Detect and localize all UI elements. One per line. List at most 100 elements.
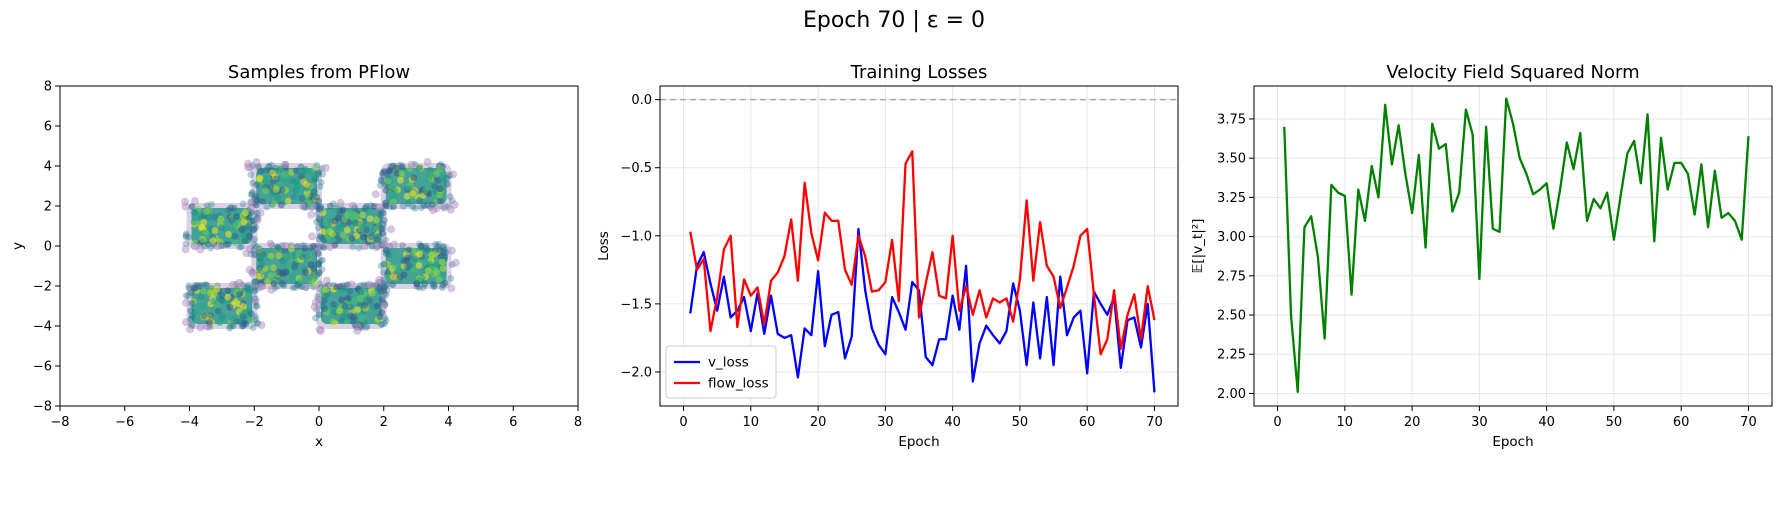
scatter-point	[377, 177, 385, 185]
scatter-point	[389, 281, 397, 288]
scatter-point	[383, 281, 391, 289]
scatter-point	[411, 204, 419, 212]
y-tick-label: 3.00	[1217, 230, 1246, 245]
scatter-point	[224, 293, 232, 301]
scatter-point	[297, 163, 305, 171]
scatter-point	[398, 162, 406, 170]
scatter-point	[432, 240, 439, 248]
scatter-point	[231, 232, 239, 240]
scatter-point	[185, 233, 193, 241]
scatter-point	[422, 244, 430, 252]
scatter-point	[316, 326, 325, 335]
scatter-point	[181, 318, 190, 327]
y-tick-label: 2.00	[1217, 387, 1246, 402]
scatter-point	[238, 243, 245, 251]
scatter-point	[363, 202, 371, 210]
scatter-point	[379, 301, 388, 310]
scatter-point	[188, 300, 196, 307]
scatter-point	[304, 253, 312, 260]
axes-frame	[1253, 85, 1773, 407]
y-tick-label: 3.50	[1217, 152, 1246, 167]
scatter-point	[299, 202, 308, 211]
scatter-point	[357, 282, 365, 289]
scatter-point	[199, 288, 207, 295]
scatter-point	[226, 322, 234, 330]
y-axis-label: 𝔼[|v_t|²]	[1190, 219, 1206, 274]
scatter-point	[389, 198, 397, 206]
scatter-point	[265, 163, 273, 170]
scatter-point	[297, 277, 305, 285]
scatter-point	[377, 176, 385, 184]
scatter-point	[345, 295, 353, 302]
y-tick-label: 2	[44, 200, 52, 215]
y-tick-label: −2.0	[620, 365, 652, 380]
scatter-point	[253, 215, 262, 224]
scatter-point	[409, 189, 417, 197]
scatter-point	[376, 181, 384, 189]
scatter-point	[246, 204, 255, 213]
axes-frame	[59, 85, 579, 407]
scatter-point	[284, 197, 292, 205]
scatter-point	[416, 240, 423, 248]
scatter-point	[380, 286, 388, 294]
scatter-point	[325, 243, 334, 252]
x-tick-label: −4	[180, 415, 199, 430]
scatter-point	[410, 174, 418, 182]
scatter-point	[312, 314, 319, 322]
scatter-point	[187, 307, 195, 315]
scatter-point	[431, 282, 439, 290]
scatter-point	[382, 317, 390, 325]
scatter-point	[380, 168, 388, 175]
scatter-point	[258, 261, 266, 269]
x-tick-label: 0	[1273, 415, 1281, 430]
x-tick-label: 20	[810, 415, 827, 430]
scatter-point	[318, 234, 326, 242]
scatter-point	[256, 208, 265, 217]
scatter-point	[242, 249, 251, 258]
scatter-point	[316, 216, 323, 223]
scatter-point	[259, 197, 266, 205]
scatter-point	[289, 273, 297, 280]
scatter-point	[251, 235, 259, 243]
scatter-point	[357, 294, 365, 302]
scatter-point	[407, 160, 416, 169]
scatter-point	[355, 244, 363, 252]
scatter-point	[314, 250, 322, 257]
scatter-point	[200, 312, 208, 320]
scatter-point	[185, 325, 194, 334]
scatter-point	[398, 169, 406, 177]
scatter-point	[382, 199, 390, 207]
scatter-point	[196, 245, 205, 254]
scatter-point	[317, 203, 325, 211]
scatter-point	[241, 237, 249, 245]
scatter-point	[404, 254, 412, 262]
scatter-point	[210, 297, 217, 305]
scatter-point	[322, 286, 330, 294]
scatter-point	[436, 165, 444, 173]
x-tick-label: 4	[444, 415, 452, 430]
scatter-point	[219, 292, 226, 300]
y-tick-label: 6	[44, 120, 52, 135]
scatter-point	[450, 200, 459, 209]
scatter-point	[359, 211, 366, 219]
y-tick-label: 0	[44, 240, 52, 255]
scatter-point	[248, 190, 256, 198]
scatter-point	[278, 186, 286, 194]
scatter-point	[339, 282, 347, 289]
scatter-point	[270, 280, 278, 287]
scatter-point	[447, 284, 456, 293]
scatter-point	[378, 320, 385, 328]
scatter-point	[340, 231, 347, 239]
scatter-point	[348, 201, 357, 210]
scatter-point	[182, 240, 190, 248]
scatter-point	[281, 241, 290, 250]
scatter-point	[330, 300, 338, 308]
scatter-point	[182, 230, 190, 238]
y-tick-label: 3.25	[1217, 191, 1246, 206]
x-tick-label: 0	[315, 415, 323, 430]
scatter-point	[446, 193, 454, 200]
y-tick-label: −6	[33, 360, 52, 375]
scatter-point	[256, 282, 265, 291]
scatter-point	[329, 318, 337, 326]
scatter-point	[208, 200, 215, 208]
